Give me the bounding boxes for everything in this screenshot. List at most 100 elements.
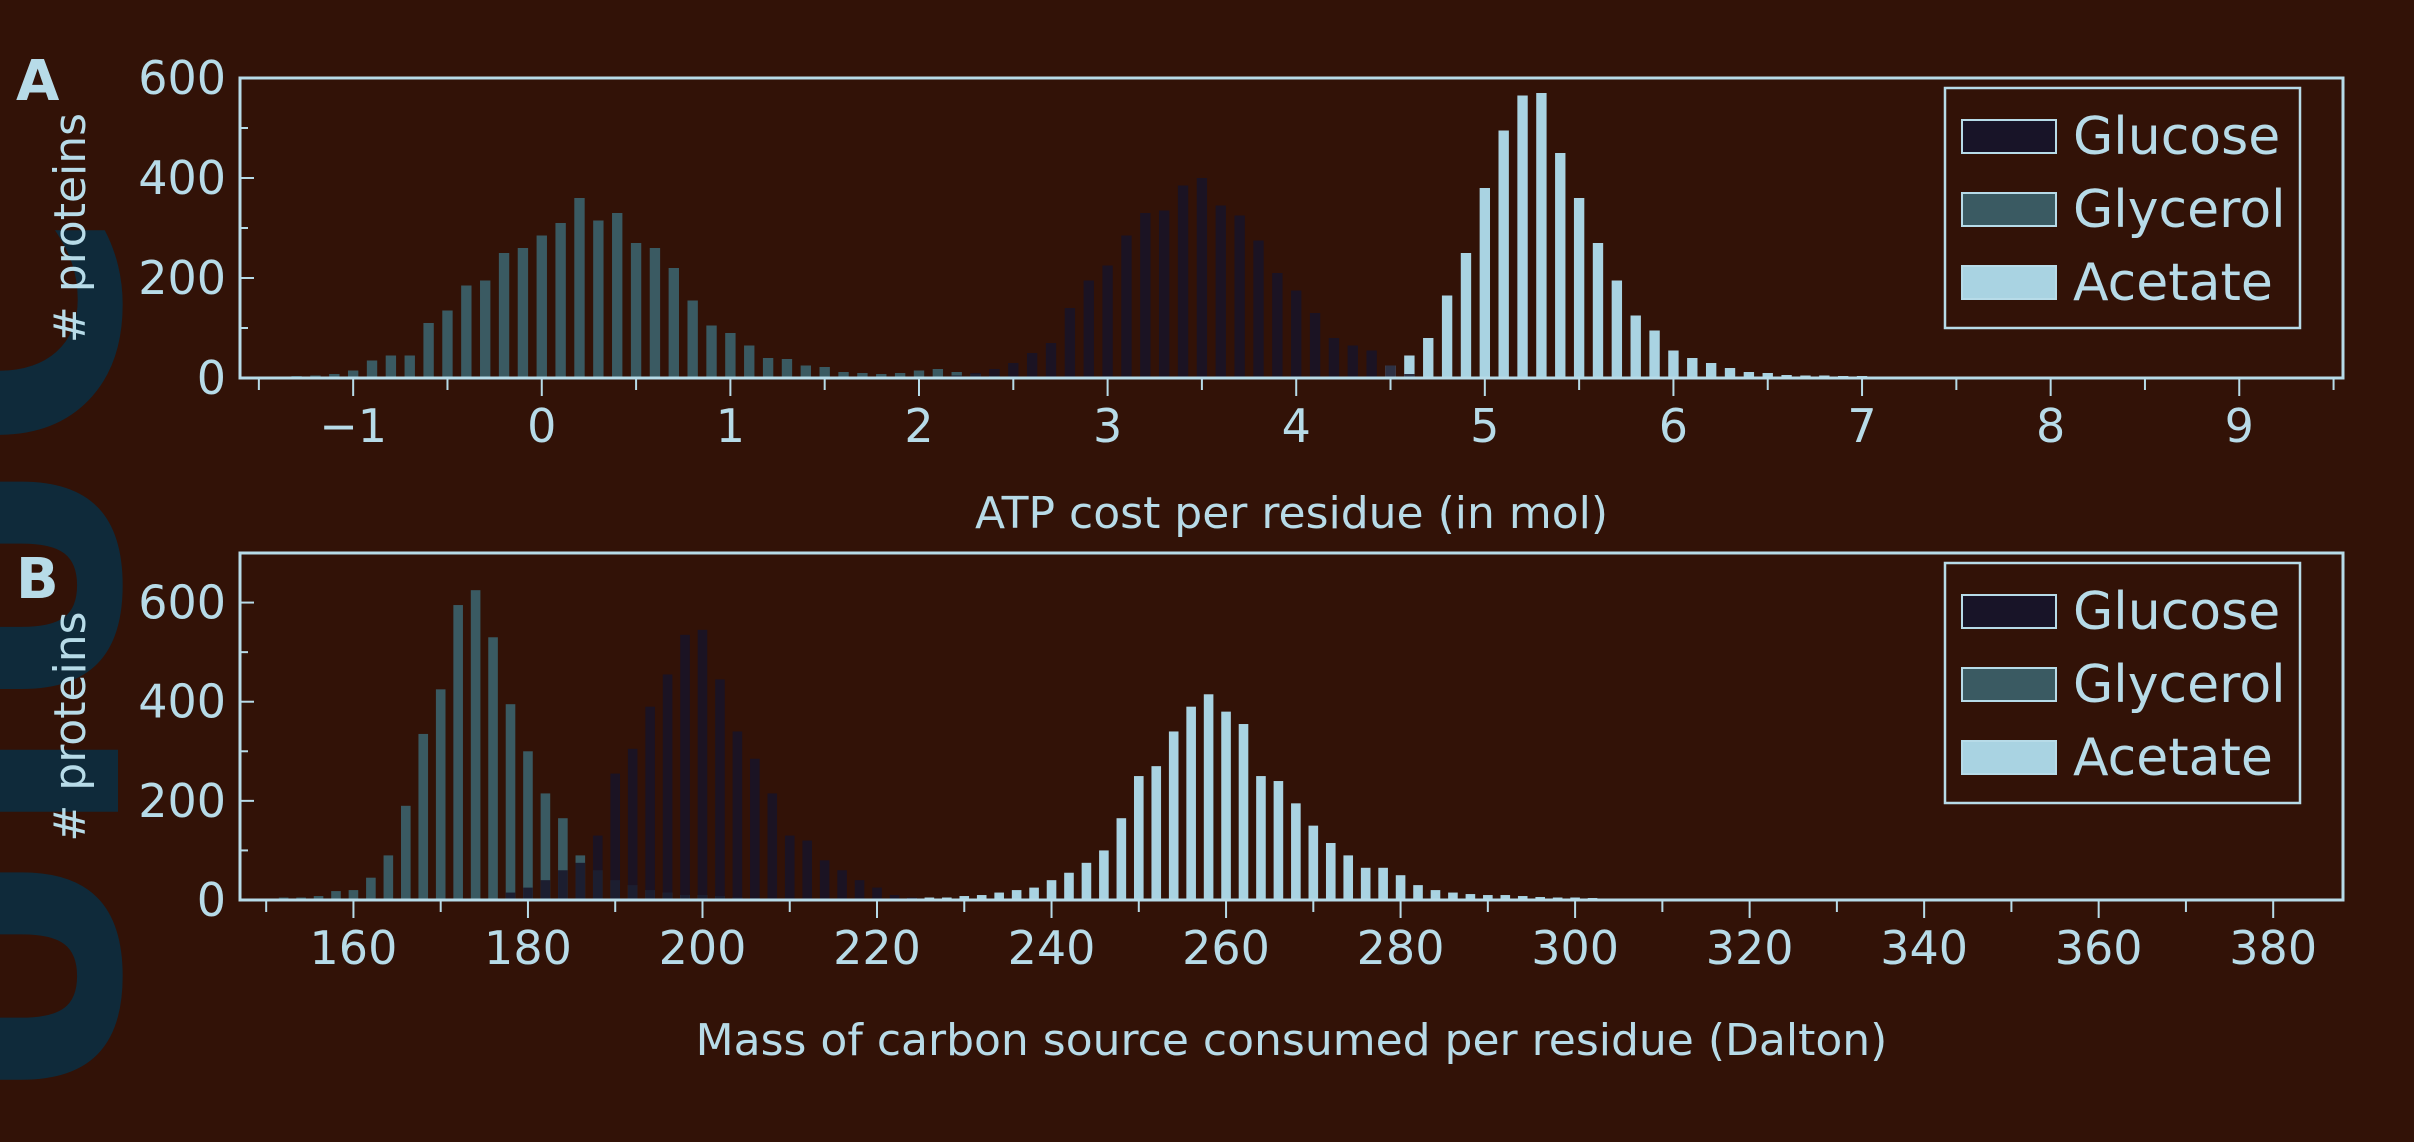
watermark-text: UIUC <box>0 209 196 1110</box>
bar-glucose <box>1026 353 1038 378</box>
x-tick-label: 300 <box>1531 921 1619 975</box>
watermark: UIUC <box>0 209 196 1110</box>
bar-glycerol <box>894 373 906 378</box>
legend-label-acetate: Acetate <box>2073 728 2273 788</box>
bar-glucose <box>680 634 690 900</box>
y-tick-label: 600 <box>138 51 226 105</box>
bar-glycerol <box>744 345 755 378</box>
bar-acetate <box>976 895 987 900</box>
series-acetate <box>1385 93 1924 378</box>
bar-acetate <box>1046 880 1057 900</box>
bar-acetate <box>1630 315 1641 378</box>
bar-glucose <box>1083 280 1094 378</box>
x-tick-label: 260 <box>1182 921 1270 975</box>
x-tick-label: 1 <box>716 399 745 453</box>
series-glucose <box>951 178 1415 378</box>
bar-glycerol <box>470 590 481 900</box>
bar-glycerol <box>913 370 925 378</box>
bar-acetate <box>1668 350 1679 378</box>
bar-acetate <box>1011 890 1022 900</box>
bar-acetate <box>1203 694 1214 900</box>
bar-acetate <box>1325 842 1336 900</box>
x-tick-label: 9 <box>2225 399 2254 453</box>
bar-glycerol <box>558 818 568 900</box>
bar-glycerol <box>951 372 962 378</box>
bar-acetate <box>1479 188 1491 378</box>
bar-acetate <box>1536 93 1547 378</box>
bar-acetate <box>1238 724 1249 900</box>
bar-glycerol <box>383 855 394 900</box>
bar-glucose <box>1385 365 1396 378</box>
x-tick-label: 380 <box>2229 921 2317 975</box>
bar-acetate <box>1186 706 1196 900</box>
bar-glucose <box>1102 265 1113 378</box>
bar-glucose <box>970 373 981 378</box>
bar-glycerol <box>536 235 547 378</box>
legend-swatch-glycerol <box>1961 192 2057 227</box>
bar-acetate <box>1517 896 1528 900</box>
bar-glucose <box>1234 215 1245 378</box>
chart-panel-a: A 0 200 400 600 −1 0 1 2 3 4 5 6 7 8 9 ATP cost per resi… <box>16 49 2345 539</box>
bar-acetate <box>1705 363 1717 378</box>
series-glycerol <box>253 198 1019 378</box>
bar-glycerol <box>435 689 446 900</box>
bar-acetate <box>1081 862 1092 900</box>
x-tick-label: −1 <box>319 399 387 453</box>
bar-acetate <box>1343 855 1354 900</box>
y-tick-label: 0 <box>197 873 226 927</box>
legend-label-glucose: Glucose <box>2073 582 2280 642</box>
bar-acetate <box>1099 850 1109 900</box>
bar-acetate <box>1743 372 1755 378</box>
bar-glycerol <box>498 253 510 378</box>
bar-glycerol <box>540 793 551 900</box>
bar-acetate <box>1762 373 1773 378</box>
chart-panel-b: B 0 200 400 600 160 180 200 220 240 260 280 300 320 34… <box>16 547 2345 1066</box>
legend-frame <box>1943 86 2302 330</box>
bar-glycerol <box>706 325 717 378</box>
bar-glycerol <box>857 373 868 378</box>
bar-glucose <box>1253 240 1264 378</box>
bar-glycerol <box>329 374 340 378</box>
x-tick-label: 320 <box>1706 921 1794 975</box>
bar-acetate <box>1724 368 1736 378</box>
legend-swatch-acetate <box>1961 740 2057 775</box>
bar-acetate <box>1483 895 1493 900</box>
legend-label-acetate: Acetate <box>2073 253 2273 313</box>
legend-label-glycerol: Glycerol <box>2073 180 2286 240</box>
bar-glucose <box>1404 374 1415 378</box>
x-tick-label: 240 <box>1008 921 1096 975</box>
y-tick-label: 200 <box>138 774 226 828</box>
bar-glycerol <box>401 805 411 900</box>
legend-frame <box>1943 561 2302 805</box>
panel-letter: A <box>16 49 60 114</box>
bar-glycerol <box>593 220 604 378</box>
bar-acetate <box>1256 776 1266 900</box>
bar-glycerol <box>505 704 516 900</box>
bar-acetate <box>1378 867 1388 900</box>
bar-glucose <box>1328 338 1340 378</box>
bar-glucose <box>610 773 621 900</box>
series-acetate <box>889 694 1790 900</box>
bar-acetate <box>1573 198 1585 378</box>
bar-glucose <box>662 674 673 900</box>
bar-acetate <box>1423 338 1434 378</box>
bar-glucose <box>715 679 725 900</box>
bar-glycerol <box>331 891 341 900</box>
bar-acetate <box>1611 280 1623 378</box>
bar-glucose <box>505 892 516 900</box>
x-tick-label: 220 <box>833 921 921 975</box>
bar-glucose <box>645 706 655 900</box>
legend: Glucose Glycerol Acetate <box>1943 561 2302 805</box>
bar-acetate <box>1029 887 1039 900</box>
bar-glucose <box>1064 308 1076 378</box>
bar-glucose <box>627 748 638 900</box>
bar-acetate <box>1555 153 1566 378</box>
x-tick-label: 360 <box>2055 921 2143 975</box>
bar-acetate <box>1500 895 1511 900</box>
bar-glycerol <box>517 248 529 378</box>
bar-acetate <box>1168 731 1179 900</box>
series-glucose <box>505 629 917 900</box>
x-tick-label: 340 <box>1880 921 1968 975</box>
bar-glycerol <box>555 223 566 378</box>
x-tick-label: 8 <box>2036 399 2065 453</box>
